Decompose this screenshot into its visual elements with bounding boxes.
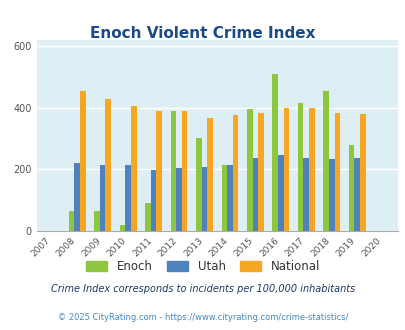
Bar xyxy=(246,109,252,231)
Bar xyxy=(308,109,314,231)
Bar xyxy=(94,211,100,231)
Bar xyxy=(156,111,162,231)
Bar xyxy=(277,155,283,231)
Bar xyxy=(334,113,339,231)
Bar xyxy=(196,138,201,231)
Bar xyxy=(181,111,187,231)
Bar xyxy=(297,103,303,231)
Bar xyxy=(232,115,238,231)
Bar xyxy=(201,167,207,231)
Bar xyxy=(258,113,263,231)
Bar xyxy=(252,158,258,231)
Bar xyxy=(354,158,359,231)
Bar xyxy=(207,118,212,231)
Bar xyxy=(303,157,308,231)
Bar xyxy=(322,90,328,231)
Text: Enoch Violent Crime Index: Enoch Violent Crime Index xyxy=(90,26,315,41)
Bar xyxy=(170,111,176,231)
Bar xyxy=(176,168,181,231)
Bar xyxy=(131,106,136,231)
Bar xyxy=(100,165,105,231)
Bar xyxy=(125,165,131,231)
Bar xyxy=(145,203,150,231)
Bar xyxy=(74,163,80,231)
Text: © 2025 CityRating.com - https://www.cityrating.com/crime-statistics/: © 2025 CityRating.com - https://www.city… xyxy=(58,313,347,322)
Bar xyxy=(328,159,334,231)
Bar xyxy=(119,225,125,231)
Bar xyxy=(80,90,85,231)
Bar xyxy=(359,114,364,231)
Text: Crime Index corresponds to incidents per 100,000 inhabitants: Crime Index corresponds to incidents per… xyxy=(51,284,354,294)
Bar xyxy=(348,145,354,231)
Legend: Enoch, Utah, National: Enoch, Utah, National xyxy=(81,255,324,278)
Bar xyxy=(150,170,156,231)
Bar xyxy=(226,165,232,231)
Bar xyxy=(105,99,111,231)
Bar xyxy=(221,165,226,231)
Bar xyxy=(69,211,74,231)
Bar xyxy=(272,74,277,231)
Bar xyxy=(283,108,288,231)
